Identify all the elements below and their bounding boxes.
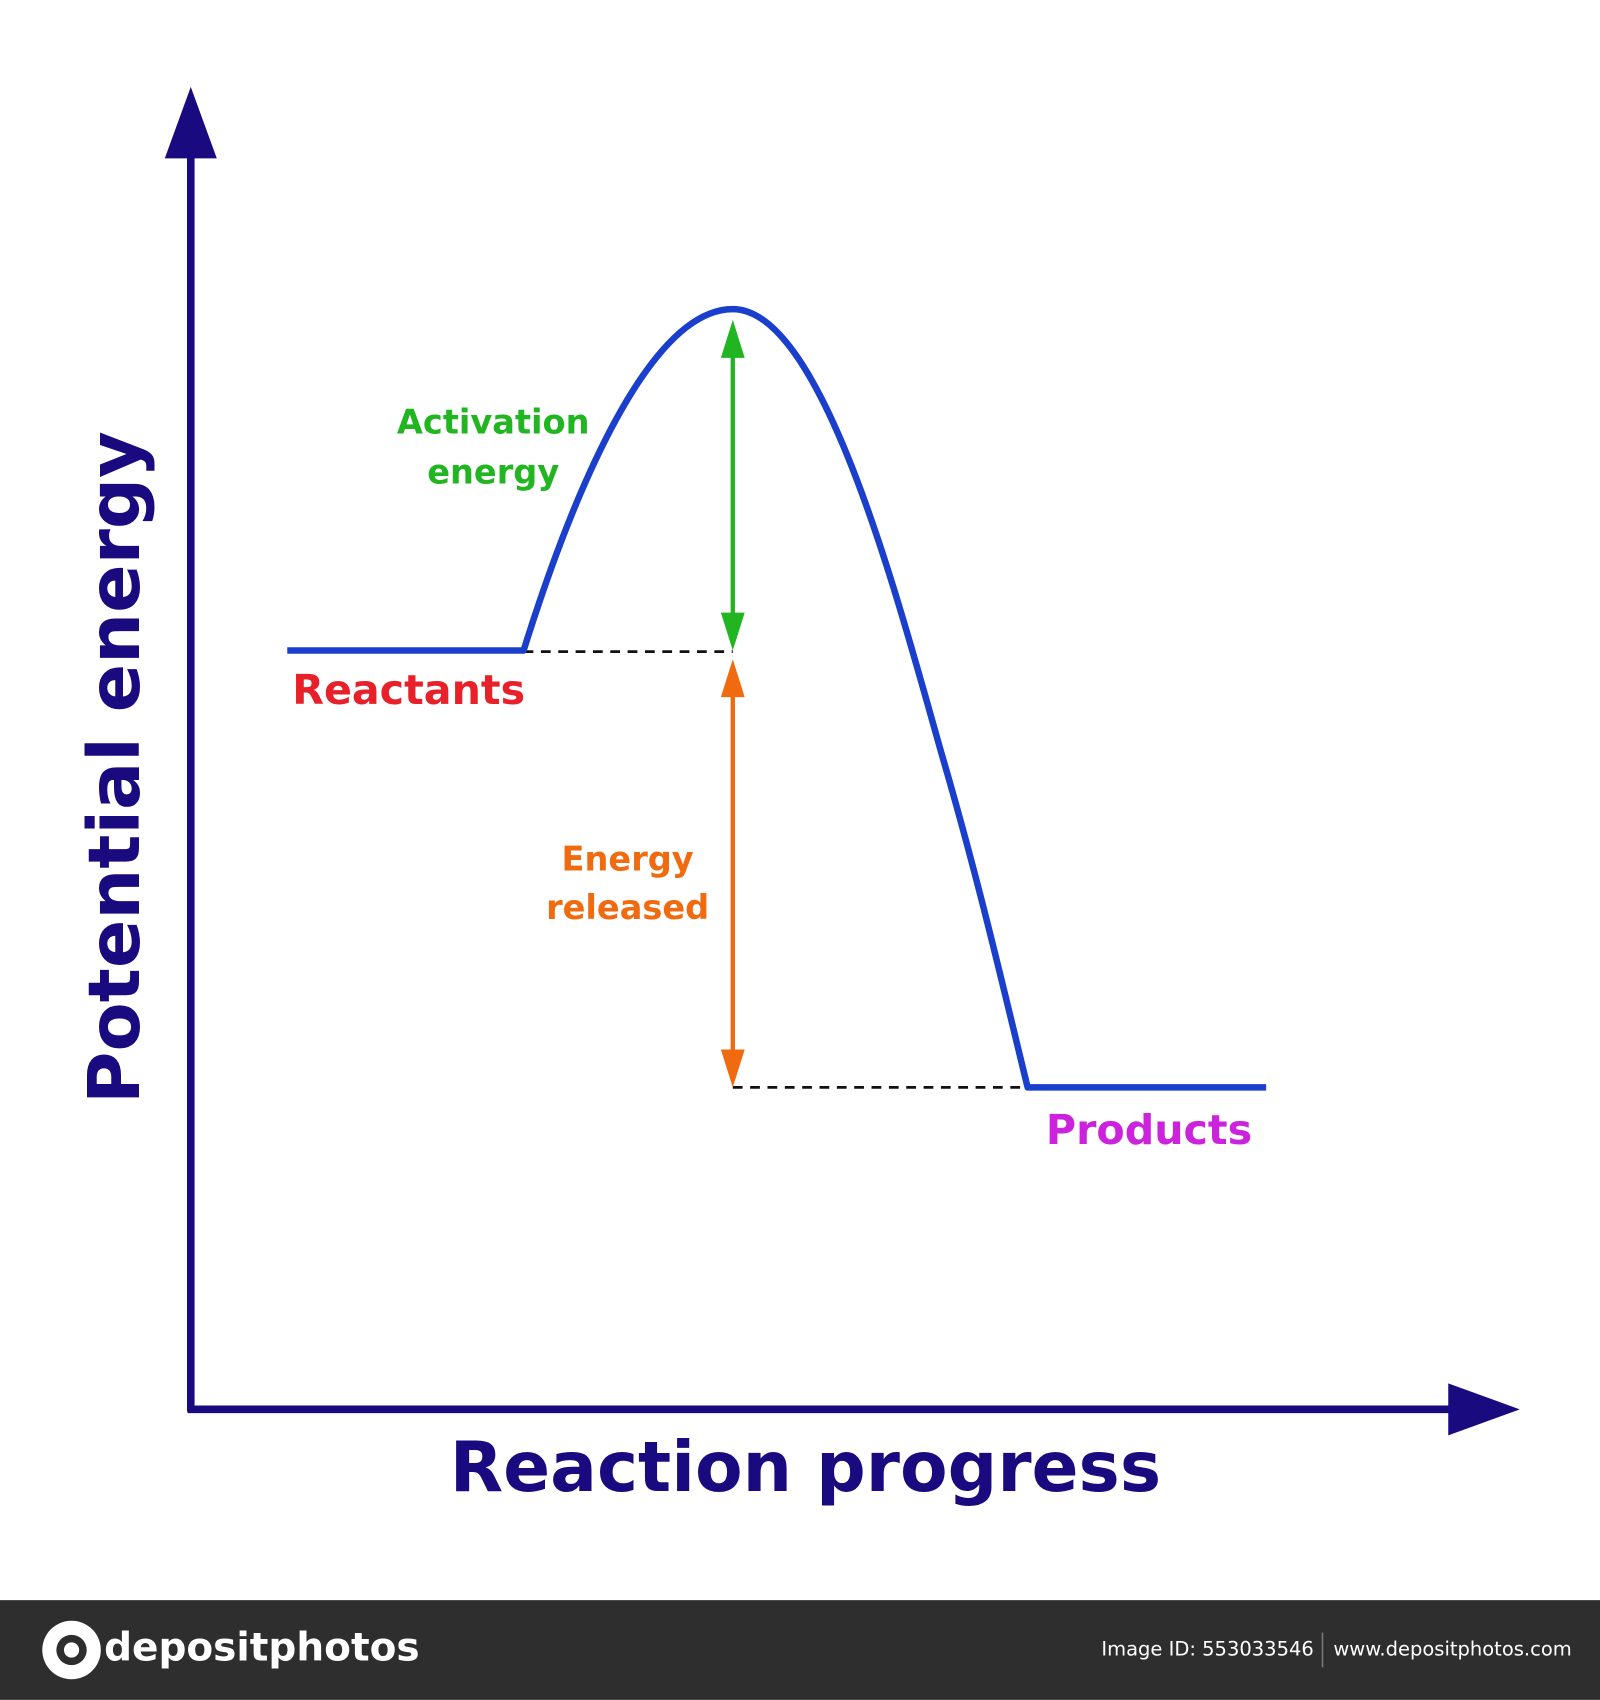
activation-arrow-head bbox=[720, 612, 745, 651]
footer-bar bbox=[0, 1600, 1600, 1700]
energy-curve bbox=[287, 305, 1267, 1091]
released-label: Energy bbox=[562, 839, 694, 878]
activation-label: energy bbox=[427, 452, 559, 491]
site-url: www.depositphotos.com bbox=[1333, 1638, 1571, 1661]
reactants-label: Reactants bbox=[292, 666, 525, 714]
logo-text: depositphotos bbox=[104, 1626, 420, 1671]
image-id: Image ID: 553033546 bbox=[1101, 1638, 1313, 1661]
y-axis-label: Potential energy bbox=[73, 431, 156, 1104]
activation-arrow-head bbox=[720, 319, 745, 358]
released-arrow-head bbox=[720, 659, 745, 698]
x-axis-arrow bbox=[1448, 1383, 1520, 1436]
y-axis-arrow bbox=[164, 86, 217, 159]
x-axis-label: Reaction progress bbox=[450, 1428, 1161, 1508]
released-arrow-head bbox=[720, 1049, 745, 1088]
released-label: released bbox=[546, 888, 709, 927]
products-label: Products bbox=[1046, 1106, 1252, 1154]
logo-icon bbox=[63, 1642, 80, 1658]
activation-label: Activation bbox=[397, 402, 590, 441]
